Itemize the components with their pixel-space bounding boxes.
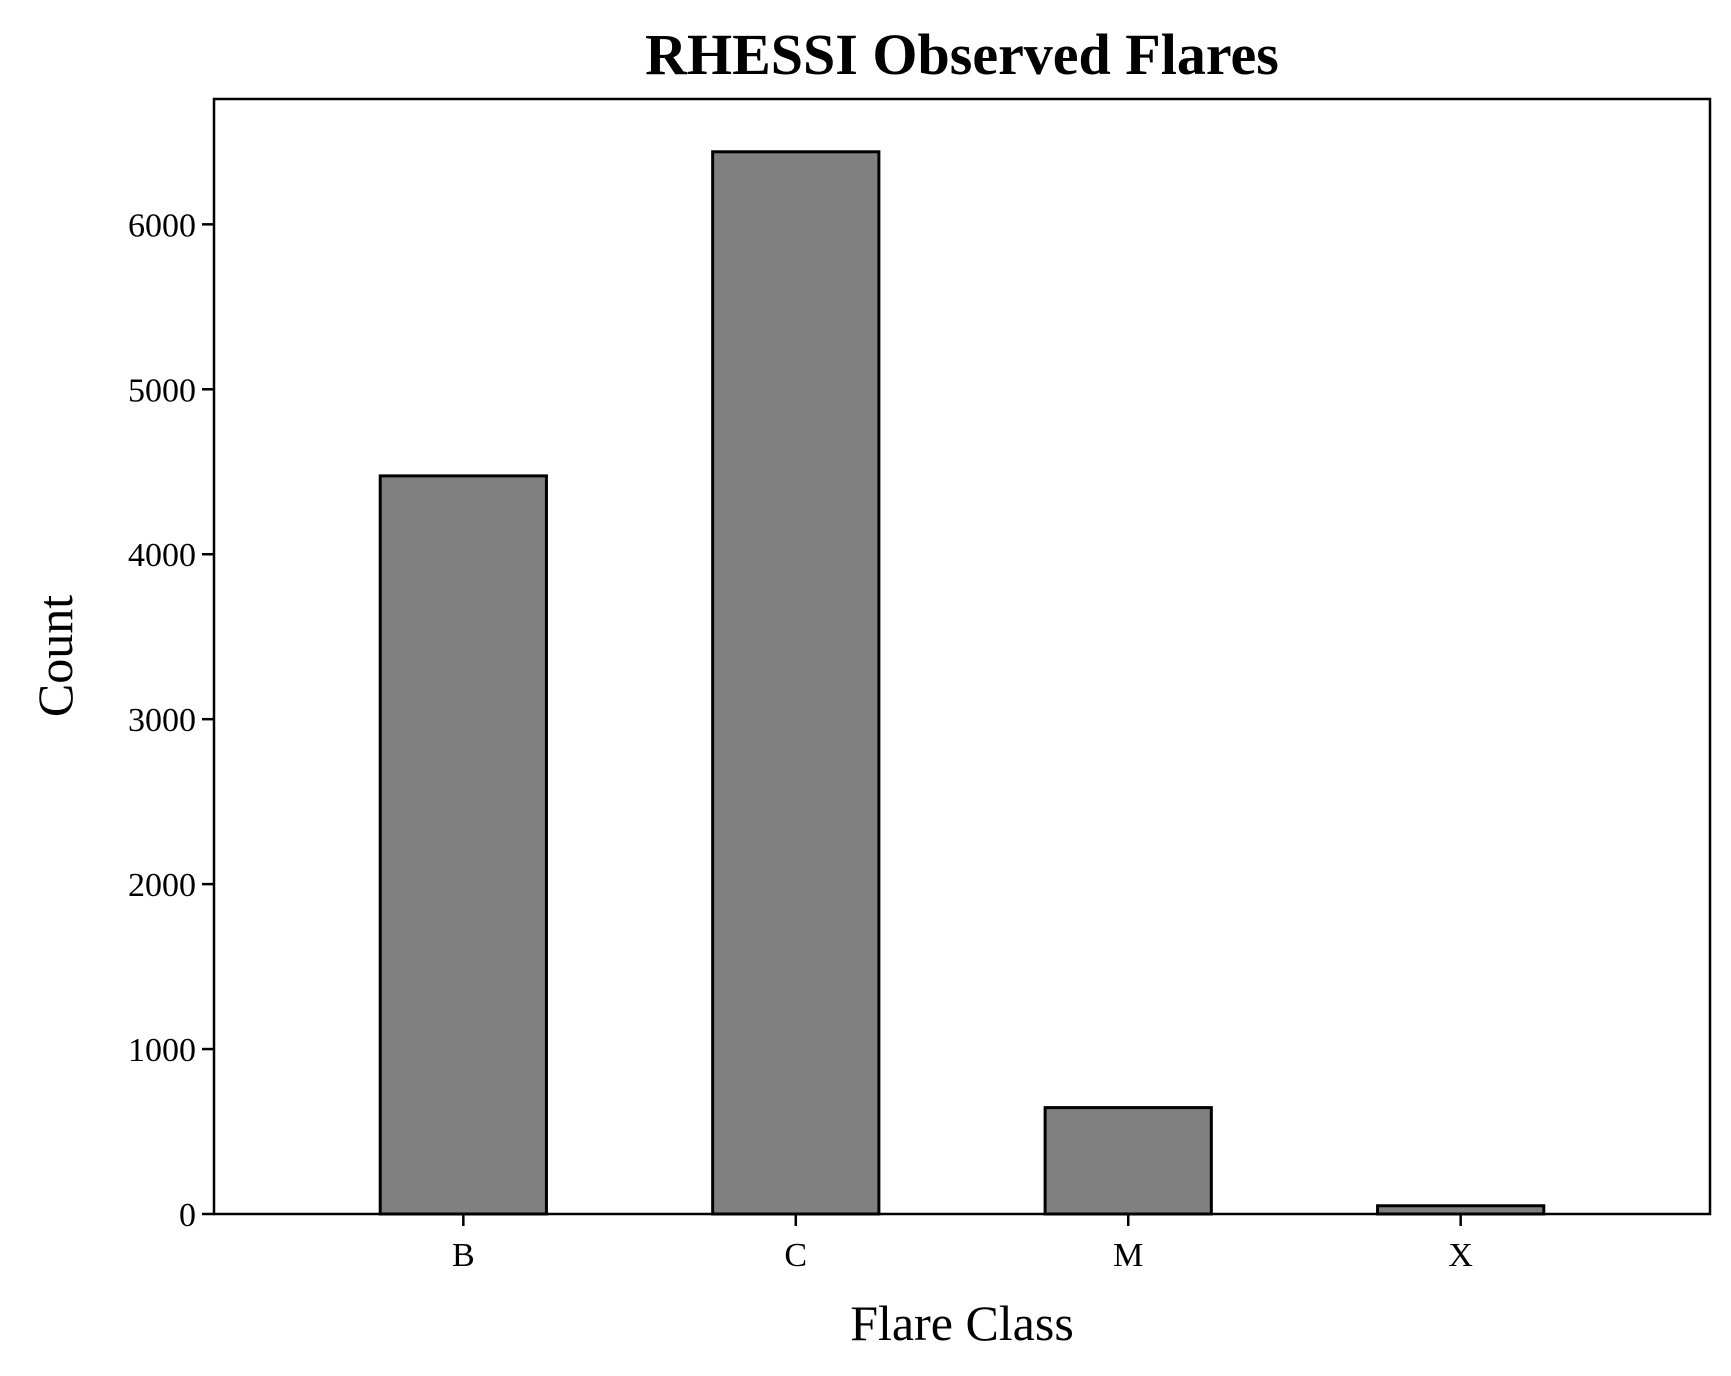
- y-tick-label: 6000: [128, 207, 196, 244]
- chart-title: RHESSI Observed Flares: [645, 22, 1279, 87]
- y-axis-label: Count: [27, 595, 83, 717]
- y-tick-label: 4000: [128, 537, 196, 574]
- y-axis: 0 1000 2000 3000 4000 5000 6000: [128, 207, 214, 1234]
- x-axis-label: Flare Class: [850, 1295, 1074, 1351]
- bar-B: [378, 474, 548, 1216]
- plot-area: [378, 150, 1546, 1216]
- bar-C: [711, 150, 881, 1216]
- y-tick-label: 2000: [128, 867, 196, 904]
- y-tick-label: 0: [179, 1197, 196, 1234]
- bar-M: [1043, 1106, 1213, 1216]
- y-tick-label: 3000: [128, 702, 196, 739]
- x-tick-label: B: [452, 1237, 475, 1274]
- x-tick-label: M: [1113, 1237, 1143, 1274]
- x-tick-label: C: [784, 1237, 807, 1274]
- x-tick-label: X: [1448, 1237, 1473, 1274]
- y-tick-label: 1000: [128, 1032, 196, 1069]
- plot-frame: [212, 97, 1712, 1216]
- y-tick-label: 5000: [128, 372, 196, 409]
